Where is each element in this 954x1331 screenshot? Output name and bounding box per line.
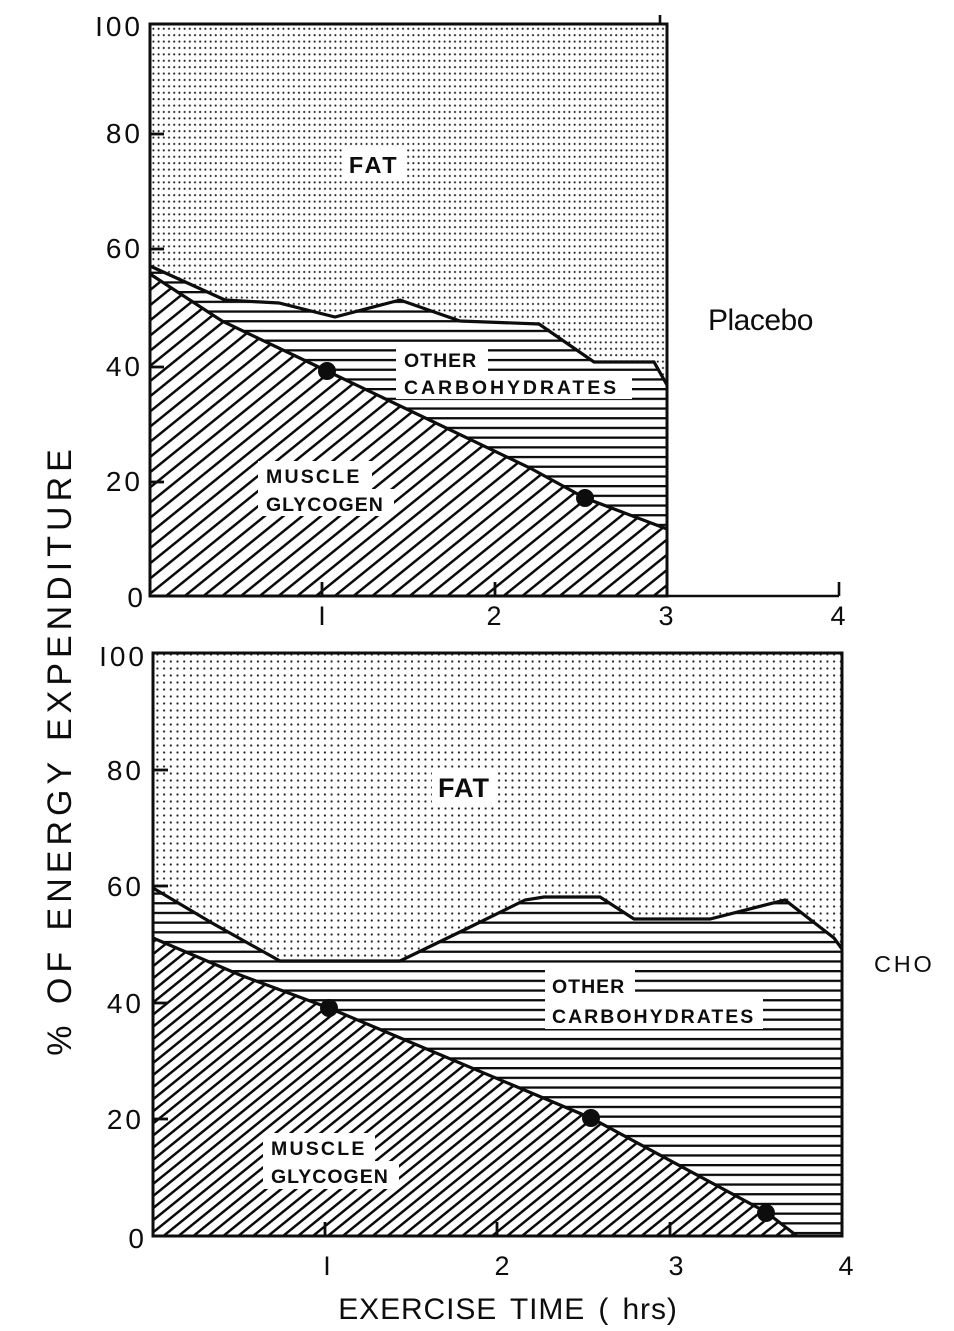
svg-text:MUSCLE: MUSCLE	[271, 1138, 367, 1160]
svg-text:0: 0	[127, 582, 146, 613]
svg-text:3: 3	[668, 1251, 683, 1281]
svg-text:2: 2	[486, 601, 501, 631]
svg-text:I00: I00	[99, 641, 147, 672]
svg-text:40: 40	[106, 351, 143, 382]
svg-text:GLYCOGEN: GLYCOGEN	[266, 494, 384, 516]
svg-text:2: 2	[494, 1251, 509, 1281]
svg-text:40: 40	[107, 988, 144, 1019]
svg-text:I: I	[323, 1251, 331, 1281]
svg-text:80: 80	[106, 118, 143, 149]
svg-text:CARBOHYDRATES: CARBOHYDRATES	[404, 377, 619, 399]
svg-text:20: 20	[107, 1104, 144, 1135]
svg-text:MUSCLE: MUSCLE	[266, 466, 362, 488]
svg-text:CARBOHYDRATES: CARBOHYDRATES	[552, 1006, 755, 1028]
svg-text:EXERCISE TIME ( hrs): EXERCISE TIME ( hrs)	[338, 1293, 678, 1326]
svg-text:0: 0	[128, 1223, 147, 1254]
svg-text:80: 80	[107, 755, 144, 786]
svg-text:CHO: CHO	[874, 951, 935, 977]
svg-text:OTHER: OTHER	[404, 350, 477, 372]
svg-text:% OF ENERGY EXPENDITURE: % OF ENERGY EXPENDITURE	[41, 444, 79, 1056]
svg-text:3: 3	[658, 601, 673, 631]
svg-text:FAT: FAT	[438, 773, 490, 803]
svg-text:4: 4	[830, 601, 845, 631]
svg-text:4: 4	[838, 1251, 853, 1281]
svg-text:Placebo: Placebo	[708, 304, 813, 337]
svg-text:60: 60	[106, 233, 143, 264]
svg-text:OTHER: OTHER	[552, 976, 625, 998]
svg-text:I: I	[318, 601, 326, 631]
svg-text:GLYCOGEN: GLYCOGEN	[271, 1166, 389, 1188]
svg-text:FAT: FAT	[349, 152, 399, 178]
svg-text:60: 60	[107, 871, 144, 902]
svg-text:I00: I00	[95, 11, 143, 42]
svg-text:20: 20	[106, 466, 143, 497]
